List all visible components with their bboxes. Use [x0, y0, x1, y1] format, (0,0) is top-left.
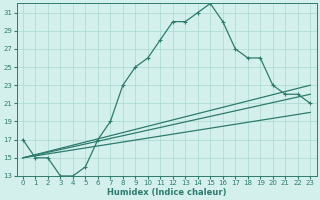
X-axis label: Humidex (Indice chaleur): Humidex (Indice chaleur) — [107, 188, 226, 197]
